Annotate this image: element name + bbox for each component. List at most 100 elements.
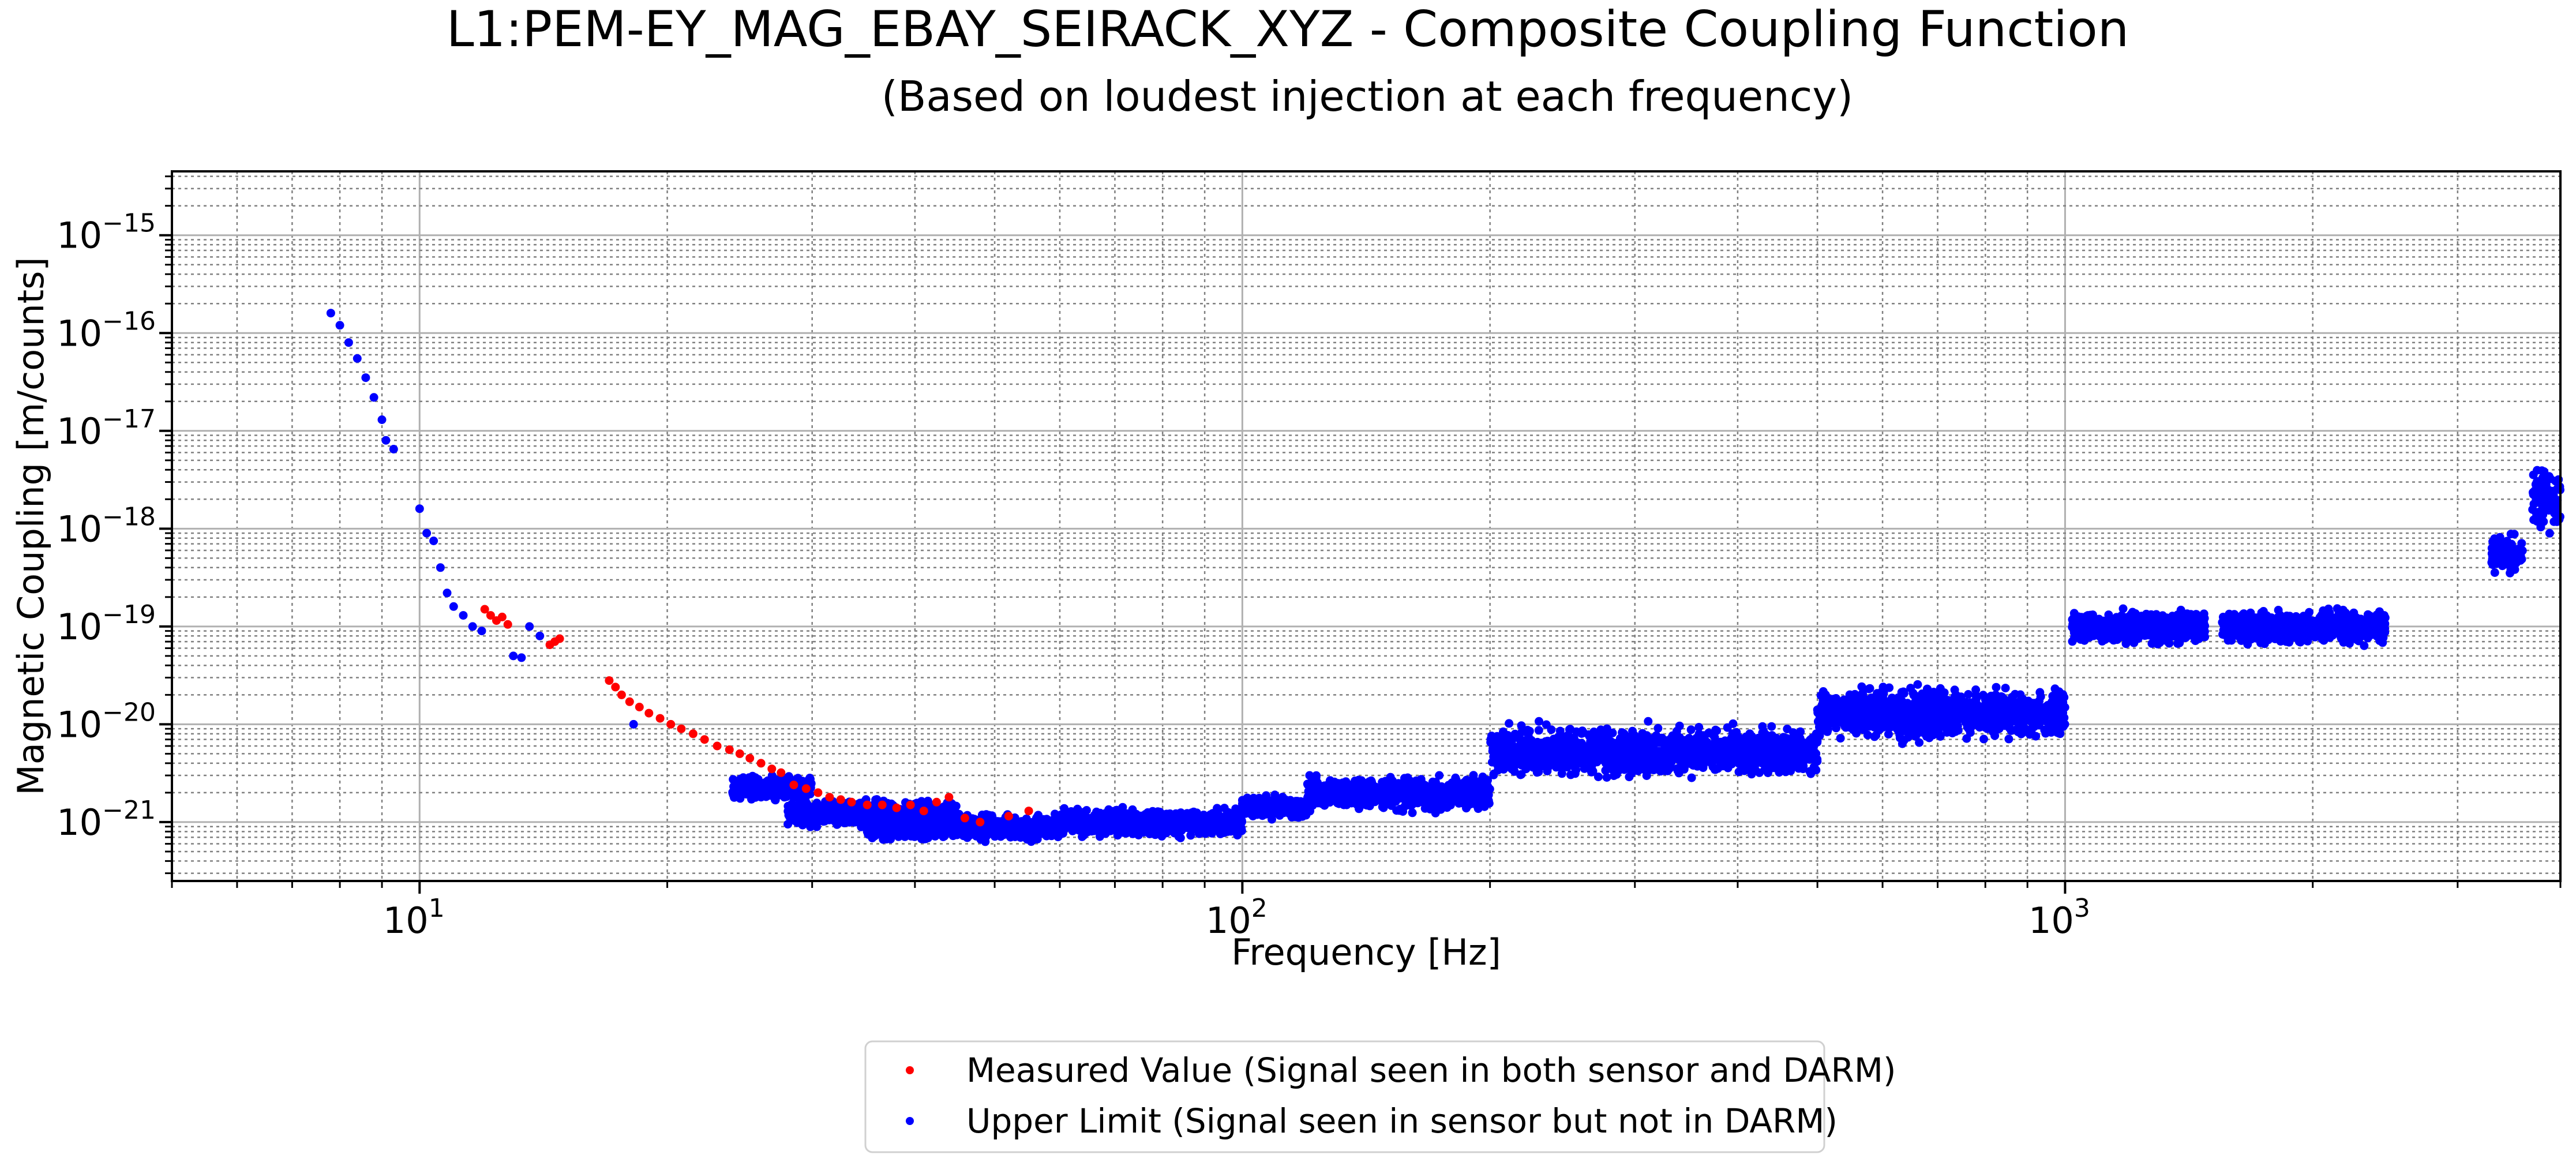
upper-limit-point	[1688, 774, 1696, 782]
upper-limit-point	[1808, 753, 1817, 762]
upper-limit-point	[1227, 815, 1235, 823]
upper-limit-point	[1796, 740, 1805, 748]
upper-limit-point	[1015, 820, 1023, 828]
upper-limit-point	[1486, 738, 1495, 747]
upper-limit-point	[1192, 815, 1201, 823]
upper-limit-point	[1413, 778, 1422, 786]
chart-subtitle: (Based on loudest injection at each freq…	[882, 72, 1853, 121]
upper-limit-point	[1178, 818, 1186, 826]
upper-limit-point	[1213, 804, 1221, 812]
upper-limit-point	[953, 827, 961, 835]
upper-limit-point	[1641, 766, 1649, 775]
upper-limit-point	[1153, 820, 1161, 829]
upper-limit-point	[1459, 779, 1468, 788]
upper-limit-point	[1687, 725, 1696, 734]
upper-limit-point	[1529, 758, 1538, 767]
upper-limit-point	[933, 814, 942, 823]
upper-limit-point	[1767, 722, 1776, 731]
upper-limit-point	[1594, 773, 1603, 781]
upper-limit-point	[1644, 717, 1652, 726]
upper-limit-point	[1355, 804, 1363, 813]
upper-limit-point	[908, 828, 916, 837]
upper-limit-point	[1543, 767, 1551, 775]
upper-limit-point	[1242, 797, 1250, 805]
upper-limit-point	[1371, 783, 1380, 792]
upper-limit-point	[1566, 725, 1574, 734]
upper-limit-point	[1653, 724, 1662, 733]
upper-limit-point	[1697, 755, 1705, 763]
upper-limit-point	[1036, 826, 1045, 835]
upper-limit-point	[917, 835, 926, 843]
upper-limit-point	[988, 811, 996, 820]
upper-limit-point	[1588, 736, 1596, 744]
upper-limit-point	[1062, 809, 1070, 818]
upper-limit-point	[1445, 782, 1453, 791]
upper-limit-point	[1175, 832, 1183, 841]
upper-limit-point	[763, 777, 772, 785]
upper-limit-point	[783, 820, 792, 828]
upper-limit-point	[1708, 730, 1716, 738]
upper-limit-point	[1320, 801, 1329, 810]
upper-limit-point	[1784, 764, 1793, 773]
upper-limit-point	[1363, 789, 1371, 797]
upper-limit-point	[1251, 799, 1259, 808]
upper-limit-point	[1264, 801, 1273, 810]
upper-limit-point	[1568, 737, 1576, 745]
upper-limit-point	[777, 786, 785, 794]
upper-limit-point	[1741, 755, 1749, 763]
upper-limit-point	[1516, 741, 1524, 750]
upper-limit-point	[1433, 793, 1441, 801]
upper-limit-point	[1604, 730, 1613, 738]
upper-limit-point	[1734, 743, 1742, 752]
upper-limit-point	[1764, 749, 1773, 758]
upper-limit-point	[1479, 773, 1487, 781]
upper-limit-point	[1675, 733, 1684, 742]
upper-limit-point	[1503, 731, 1512, 740]
upper-limit-point	[769, 787, 778, 796]
upper-limit-point	[1414, 796, 1423, 805]
upper-limit-point	[868, 813, 877, 822]
upper-limit-point	[1468, 783, 1477, 792]
upper-limit-point	[792, 803, 800, 811]
upper-limit-point	[1303, 794, 1312, 803]
upper-limit-point	[1554, 751, 1563, 759]
upper-limit-point	[1079, 811, 1088, 819]
upper-limit-point	[1434, 803, 1442, 811]
upper-limit-point	[832, 819, 841, 827]
upper-limit-point	[1214, 823, 1223, 831]
upper-limit-point	[1764, 733, 1773, 742]
upper-limit-point	[1577, 753, 1585, 762]
upper-limit-point	[809, 812, 818, 820]
upper-limit-point	[1352, 796, 1361, 805]
upper-limit-point	[1436, 785, 1445, 794]
upper-limit-point	[1719, 753, 1728, 762]
upper-limit-point	[940, 826, 948, 834]
upper-limit-point	[1653, 734, 1662, 743]
upper-limit-point	[1700, 732, 1709, 741]
upper-limit-point	[1339, 782, 1348, 791]
upper-limit-point	[923, 822, 932, 830]
upper-limit-point	[1666, 741, 1675, 750]
upper-limit-point	[877, 824, 886, 833]
upper-limit-point	[824, 807, 833, 815]
upper-limit-point	[1689, 737, 1697, 746]
upper-limit-point	[1655, 749, 1664, 758]
upper-limit-point	[1728, 719, 1737, 728]
upper-limit-point	[1348, 783, 1356, 792]
upper-limit-point	[1516, 771, 1525, 779]
upper-limit-point	[743, 782, 751, 790]
upper-limit-point	[1775, 741, 1783, 749]
upper-limit-point	[1732, 728, 1741, 737]
upper-limit-point	[1502, 755, 1511, 764]
upper-limit-point	[1603, 737, 1611, 746]
upper-limit-point	[864, 824, 872, 833]
upper-limit-point	[1328, 789, 1337, 797]
upper-limit-point	[1306, 785, 1314, 794]
upper-limit-point	[1520, 753, 1528, 762]
upper-limit-point	[1747, 763, 1756, 771]
chart-title: L1:PEM-EY_MAG_EBAY_SEIRACK_XYZ - Composi…	[447, 1, 2129, 58]
upper-limit-point	[894, 833, 903, 841]
upper-limit-point	[1748, 736, 1756, 744]
